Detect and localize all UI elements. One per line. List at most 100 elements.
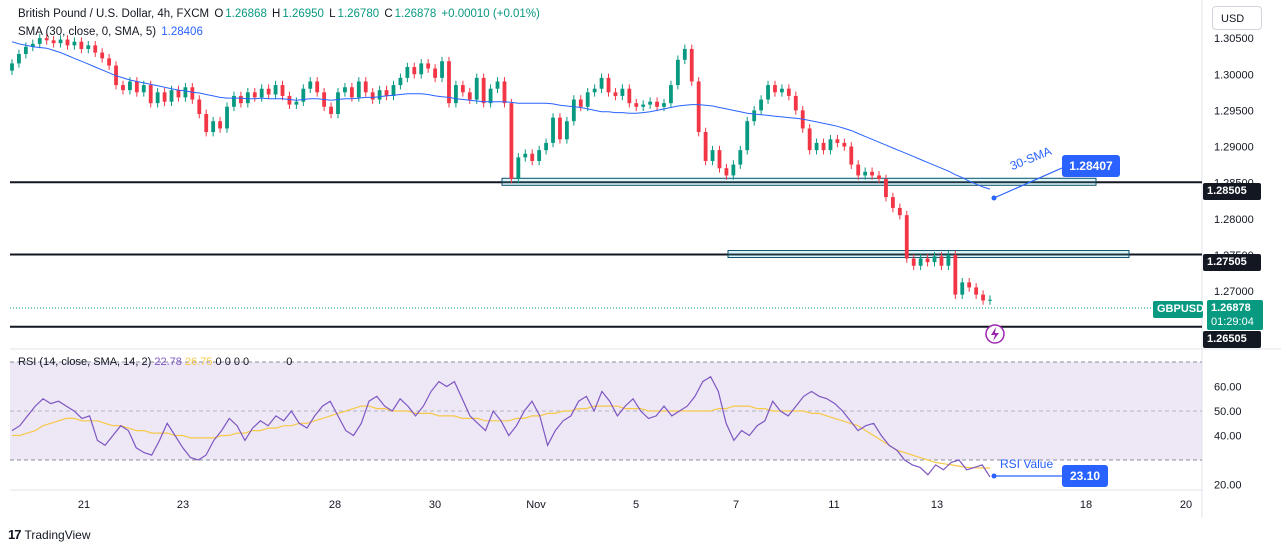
candle-body: [308, 81, 313, 89]
candle-body: [218, 121, 222, 129]
candle-body: [488, 88, 493, 104]
candle-body: [134, 81, 139, 93]
high-value: 1.26950: [282, 8, 324, 20]
candle-body: [301, 88, 306, 102]
time-tick-label: 23: [177, 499, 189, 511]
symbol-badge: GBPUSD: [1153, 301, 1204, 318]
current-price-countdown: 01:29:04: [1211, 316, 1254, 328]
candle-body: [454, 85, 458, 104]
candle-body: [419, 63, 424, 75]
candle-body: [100, 52, 105, 59]
candle-body: [904, 215, 909, 259]
candle-body: [155, 92, 160, 104]
time-tick-label: 5: [633, 499, 639, 511]
candle-body: [433, 68, 438, 78]
time-tick-label: Nov: [526, 499, 546, 511]
current-price-value: 1.26878: [1211, 302, 1251, 314]
candle-body: [405, 67, 410, 78]
rsi-tick-label: 40.00: [1214, 431, 1242, 443]
candle-body: [960, 282, 965, 295]
candle-body: [932, 256, 937, 263]
candle-body: [648, 101, 653, 105]
candle-body: [759, 99, 764, 111]
candle-body: [564, 121, 569, 140]
candle-body: [974, 287, 979, 295]
candle-body: [336, 92, 340, 114]
currency-button[interactable]: USD: [1212, 6, 1262, 30]
candle-body: [266, 88, 271, 95]
candle-body: [238, 95, 243, 104]
candle-body: [287, 95, 292, 105]
rsi-legend[interactable]: RSI (14, close, SMA, 14, 2) 22.78 26.75 …: [18, 356, 292, 368]
candle-body: [780, 88, 784, 93]
candle-body: [655, 101, 659, 107]
candle-body: [724, 168, 729, 176]
candle-body: [169, 90, 174, 102]
candle-body: [585, 92, 590, 107]
candle-body: [793, 95, 798, 111]
candle-body: [821, 142, 826, 151]
candle-body: [981, 294, 985, 301]
candle-body: [606, 77, 611, 93]
tradingview-brand[interactable]: 17 TradingView: [8, 527, 91, 542]
candle-body: [689, 48, 694, 82]
candle-body: [613, 92, 618, 96]
candle-body: [440, 61, 444, 78]
time-tick-label: 30: [429, 499, 441, 511]
price-tick-label: 1.29500: [1214, 105, 1254, 117]
candle-body: [842, 142, 847, 147]
rsi-tick-label: 60.00: [1214, 382, 1242, 394]
rsi-legend-zero-last: 0: [286, 356, 293, 368]
candle-body: [183, 87, 188, 98]
support-zone[interactable]: [727, 250, 1130, 259]
candle-body: [523, 153, 528, 158]
candle-body: [773, 85, 777, 93]
time-tick-label: 11: [828, 499, 839, 511]
candle-body: [225, 106, 229, 129]
candle-body: [551, 117, 555, 143]
sma-annotation-point: [991, 195, 997, 201]
candle-body: [516, 157, 521, 180]
candle-body: [398, 77, 403, 86]
candle-body: [93, 45, 98, 53]
candle-body: [343, 87, 347, 93]
candle-body: [786, 88, 791, 96]
candle-body: [571, 99, 576, 122]
time-tick-label: 18: [1080, 499, 1092, 511]
sma-legend[interactable]: SMA (30, close, 0, SMA, 5) 1.28406: [18, 26, 205, 38]
support-zone[interactable]: [501, 177, 1097, 186]
candle-body: [877, 175, 881, 180]
candle-body: [426, 63, 431, 69]
candle-body: [107, 58, 112, 66]
candle-body: [467, 92, 472, 100]
candle-body: [592, 88, 597, 93]
candle-body: [162, 92, 167, 102]
bolt-icon-glyph: [991, 327, 999, 341]
candle-body: [641, 104, 646, 107]
close-value: 1.26878: [394, 8, 437, 20]
level-badge-3: 1.26505: [1203, 331, 1261, 348]
candle-body: [662, 103, 666, 107]
level-badge-2: 1.27505: [1203, 254, 1261, 271]
candle-body: [356, 81, 361, 98]
candle-body: [870, 171, 874, 176]
candle-body: [495, 81, 500, 89]
rsi-legend-label: RSI (14, close, SMA, 14, 2): [18, 356, 152, 368]
candle-body: [273, 85, 278, 95]
candle-body: [738, 150, 743, 165]
candle-body: [752, 110, 757, 122]
candle-body: [315, 81, 320, 93]
time-tick-label: 13: [931, 499, 943, 511]
high-label: H: [272, 8, 281, 20]
level-badge-1: 1.28505: [1203, 183, 1261, 200]
candle-body: [696, 81, 701, 133]
rsi-annotation-label: RSI Value: [1000, 457, 1054, 471]
rsi-line: [11, 375, 991, 478]
candle-body: [190, 87, 195, 100]
candle-body: [377, 90, 382, 100]
candle-body: [558, 117, 562, 140]
candle-body: [30, 43, 35, 47]
rsi-tick-label: 20.00: [1214, 480, 1242, 492]
time-tick-label: 7: [733, 499, 739, 511]
